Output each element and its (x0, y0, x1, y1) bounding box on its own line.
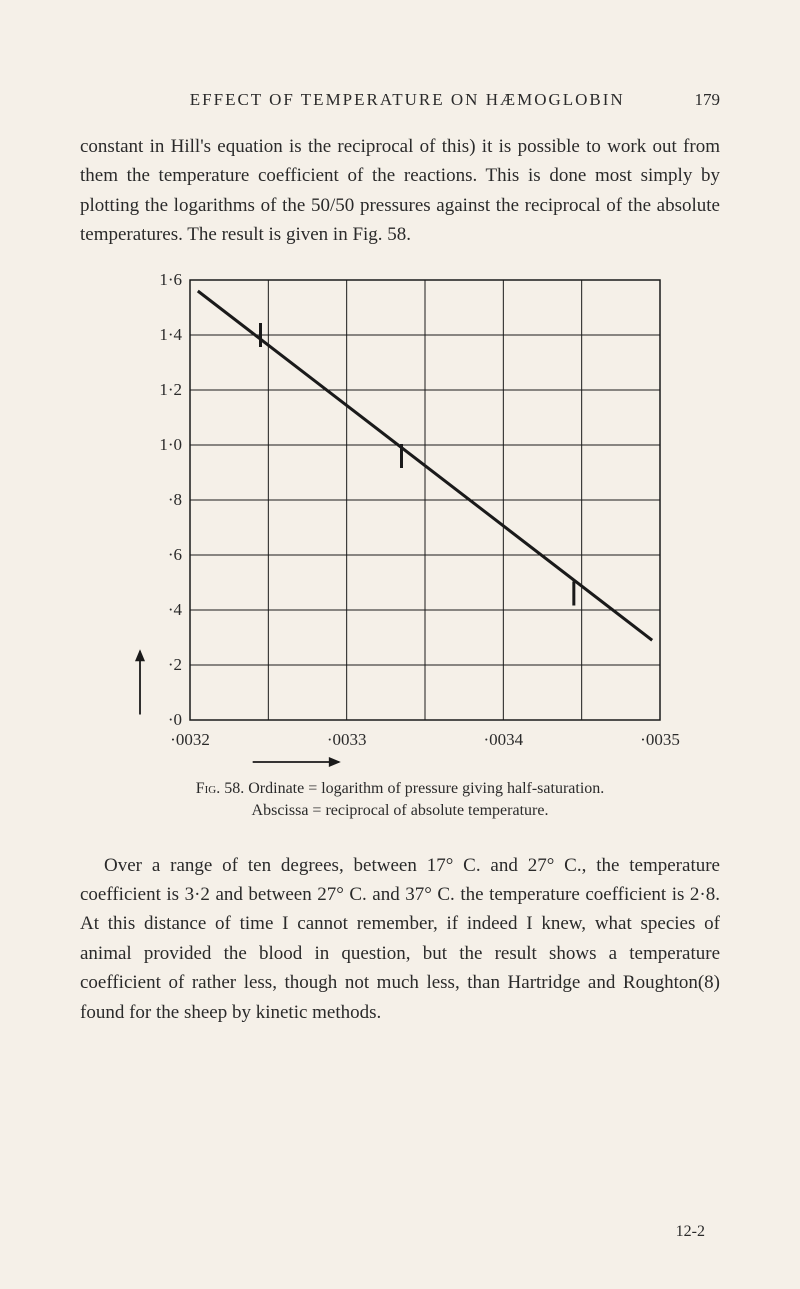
x-tick-label: ·0035 (625, 730, 695, 750)
figure-58-chart: ·0·2·4·6·81·01·21·41·6·0032·0033·0034·00… (110, 270, 690, 770)
y-tick-label: ·4 (132, 600, 182, 620)
y-tick-label: 1·0 (132, 435, 182, 455)
y-tick-label: 1·6 (132, 270, 182, 290)
y-tick-label: ·8 (132, 490, 182, 510)
y-tick-label: ·6 (132, 545, 182, 565)
chart-svg (110, 270, 690, 770)
intro-paragraph: constant in Hill's equation is the recip… (80, 132, 720, 250)
footer-signature: 12-2 (676, 1223, 705, 1241)
caption-line-1: Ordinate = logarithm of pressure giving … (248, 780, 604, 797)
figure-label: Fig. 58. (196, 780, 245, 797)
header-title: EFFECT OF TEMPERATURE ON HÆMOGLOBIN (80, 90, 695, 110)
page-number: 179 (695, 90, 721, 110)
caption-line-2: Abscissa = reciprocal of absolute temper… (252, 802, 549, 819)
y-tick-label: 1·4 (132, 325, 182, 345)
x-tick-label: ·0034 (468, 730, 538, 750)
y-tick-label: ·2 (132, 655, 182, 675)
page-header: EFFECT OF TEMPERATURE ON HÆMOGLOBIN 179 (80, 90, 720, 110)
figure-caption: Fig. 58. Ordinate = logarithm of pressur… (120, 778, 680, 823)
x-tick-label: ·0032 (155, 730, 225, 750)
y-tick-label: 1·2 (132, 380, 182, 400)
conclusion-paragraph: Over a range of ten degrees, between 17°… (80, 851, 720, 1028)
y-tick-label: ·0 (132, 710, 182, 730)
x-tick-label: ·0033 (312, 730, 382, 750)
